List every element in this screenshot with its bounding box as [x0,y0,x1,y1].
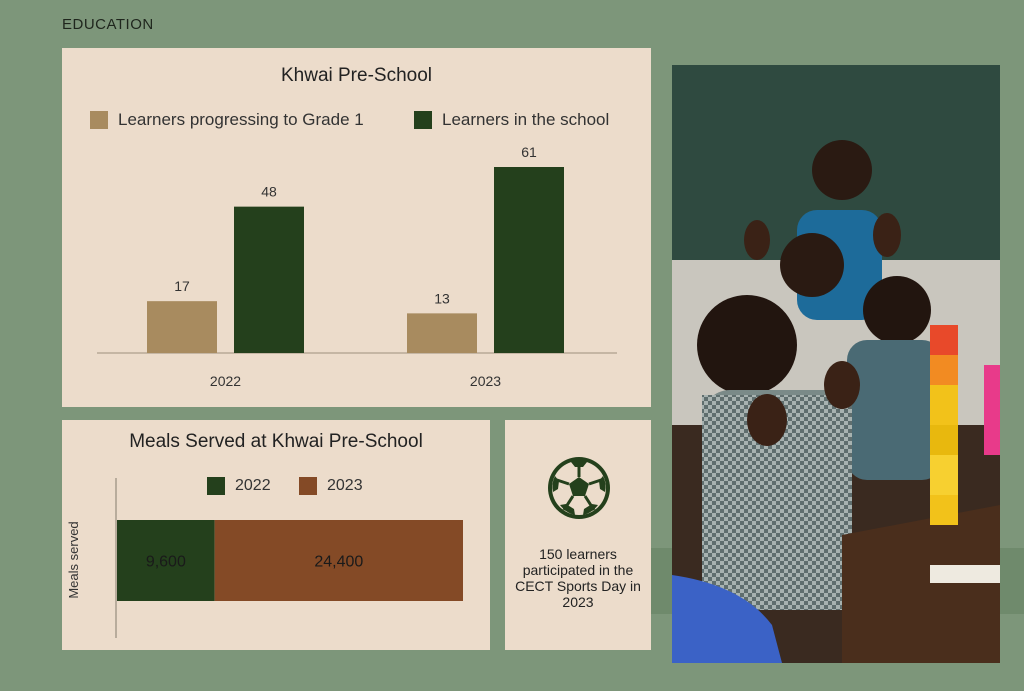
meals-bar-2022 [117,520,215,601]
learners-chart-panel: Khwai Pre-School Learners progressing to… [62,48,651,407]
bar-2022-series-1 [147,301,217,353]
legend-swatch-2023 [299,477,317,495]
legend-swatch-in-school [414,111,432,129]
legend-item-2022: 2022 [207,477,271,495]
legend-label-2022: 2022 [235,477,271,494]
data-label-2023-series-2: 61 [521,144,537,160]
meals-value-2022: 9,600 [146,554,186,571]
meals-chart-panel: Meals Served at Khwai Pre-School 2022 20… [62,420,490,650]
legend-swatch-2022 [207,477,225,495]
legend-label-progressing: Learners progressing to Grade 1 [118,110,364,129]
legend-label-2023: 2023 [327,477,363,494]
meals-bar-2023 [214,520,463,601]
y-axis-label: Meals served [66,521,81,598]
legend-swatch-progressing [90,111,108,129]
sports-panel: 150 learners participated in the CECT Sp… [505,420,651,650]
meals-chart-title: Meals Served at Khwai Pre-School [129,431,423,452]
bar-2022-series-2 [234,206,304,353]
legend-item-in-school: Learners in the school [414,110,609,130]
x-tick-label-2023: 2023 [470,373,501,389]
data-label-2022-series-2: 48 [261,184,277,200]
meals-bar-chart: Meals served 9,600 24,400 [66,478,463,638]
section-label: EDUCATION [62,16,154,33]
soccer-ball-icon [548,457,610,519]
meals-value-2023: 24,400 [314,554,363,571]
x-tick-label-2022: 2022 [210,373,241,389]
learners-bar-chart: 17 48 2022 13 61 2023 [97,144,617,389]
legend-label-in-school: Learners in the school [442,110,610,129]
legend-item-progressing: Learners progressing to Grade 1 [90,110,364,130]
bar-2023-series-1 [407,313,477,353]
legend-item-2023: 2023 [299,477,363,495]
learners-chart-title: Khwai Pre-School [280,65,433,86]
sports-text: 150 learners participated in the CECT Sp… [515,546,641,610]
classroom-illustration [672,65,1000,663]
classroom-photo [672,65,1000,663]
bar-2023-series-2 [494,167,564,353]
data-label-2022-series-1: 17 [174,278,190,294]
data-label-2023-series-1: 13 [434,290,450,306]
